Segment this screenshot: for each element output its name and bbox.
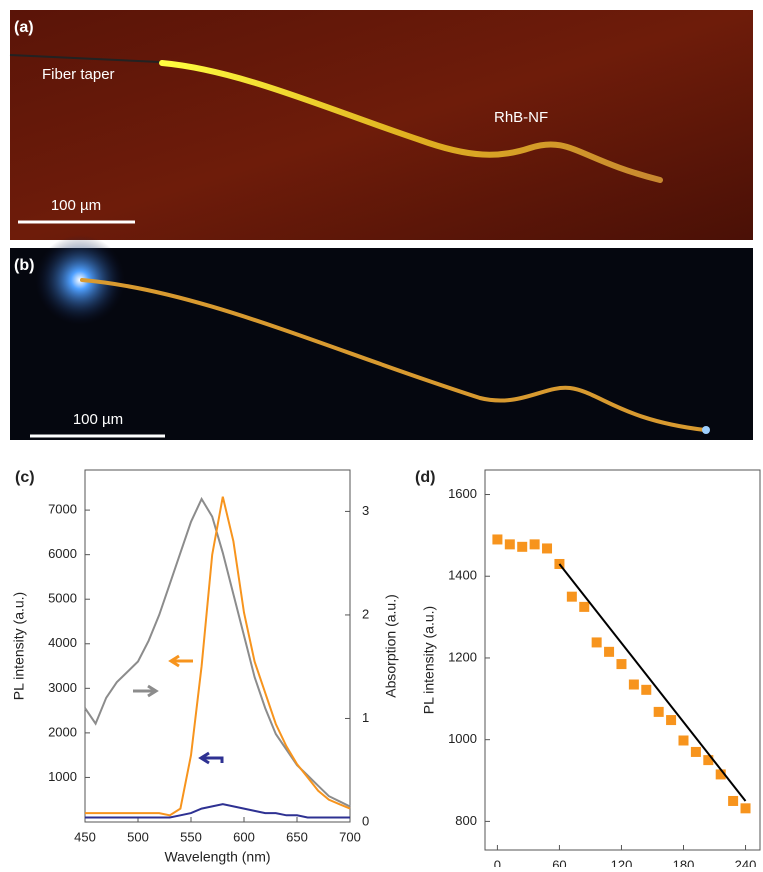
x-tick-label: 650 (286, 829, 308, 844)
y-tick-label: 800 (455, 813, 477, 828)
figure: (a) Fiber taper RhB-NF 100 µm (b) 100 µm… (0, 0, 763, 867)
y-tick-label: 1200 (448, 649, 477, 664)
data-point (530, 539, 540, 549)
x-tick-label: 550 (180, 829, 202, 844)
arrow (201, 753, 222, 763)
data-point (567, 592, 577, 602)
y-tick-label: 7000 (48, 502, 77, 517)
x-tick-label: 120 (611, 857, 633, 867)
annotation: RhB-NF (494, 109, 548, 126)
y2-tick-label: 2 (362, 606, 369, 621)
data-point (592, 637, 602, 647)
arrow (133, 686, 156, 696)
data-point (629, 680, 639, 690)
y-tick-label: 2000 (48, 724, 77, 739)
x-tick-label: 500 (127, 829, 149, 844)
data-point (542, 543, 552, 553)
y2-axis-title: Absorption (a.u.) (383, 594, 399, 698)
data-point (678, 735, 688, 745)
x-tick-label: 240 (735, 857, 757, 867)
data-line (85, 804, 350, 817)
data-line (85, 499, 350, 807)
x-tick-label: 700 (339, 829, 361, 844)
panel-label: (c) (15, 469, 35, 486)
y-tick-label: 5000 (48, 591, 77, 606)
data-point (641, 685, 651, 695)
x-tick-label: 60 (552, 857, 566, 867)
y-axis-title: PL intensity (a.u.) (11, 592, 27, 700)
data-point (666, 715, 676, 725)
data-point (741, 803, 751, 813)
y2-tick-label: 3 (362, 503, 369, 518)
y-tick-label: 4000 (48, 635, 77, 650)
arrow (171, 656, 193, 666)
data-point (517, 542, 527, 552)
y2-tick-label: 1 (362, 710, 369, 725)
x-tick-label: 450 (74, 829, 96, 844)
y-tick-label: 1000 (448, 731, 477, 746)
data-point (691, 747, 701, 757)
y-axis-title: PL intensity (a.u.) (421, 606, 437, 714)
data-point (654, 707, 664, 717)
x-tick-label: 180 (673, 857, 695, 867)
panel-label: (d) (415, 469, 435, 486)
x-tick-label: 0 (494, 857, 501, 867)
x-tick-label: 600 (233, 829, 255, 844)
end-spot (702, 426, 710, 434)
y-tick-label: 1400 (448, 568, 477, 583)
y-tick-label: 3000 (48, 680, 77, 695)
data-point (505, 539, 515, 549)
annotation: Fiber taper (42, 66, 115, 83)
x-axis-title: Wavelength (nm) (164, 849, 270, 865)
scale-bar-label: 100 µm (73, 411, 123, 428)
data-point (728, 796, 738, 806)
data-point (579, 602, 589, 612)
y-tick-label: 1600 (448, 486, 477, 501)
data-line (85, 497, 350, 816)
panel-label: (a) (14, 19, 34, 36)
data-point (492, 534, 502, 544)
data-point (616, 659, 626, 669)
data-line (559, 564, 745, 801)
scale-bar-label: 100 µm (51, 197, 101, 214)
page: (a) Fiber taper RhB-NF 100 µm (b) 100 µm… (0, 0, 763, 867)
y2-tick-label: 0 (362, 813, 369, 828)
panel-label: (b) (14, 257, 34, 274)
y-tick-label: 1000 (48, 769, 77, 784)
data-point (604, 647, 614, 657)
y-tick-label: 6000 (48, 546, 77, 561)
